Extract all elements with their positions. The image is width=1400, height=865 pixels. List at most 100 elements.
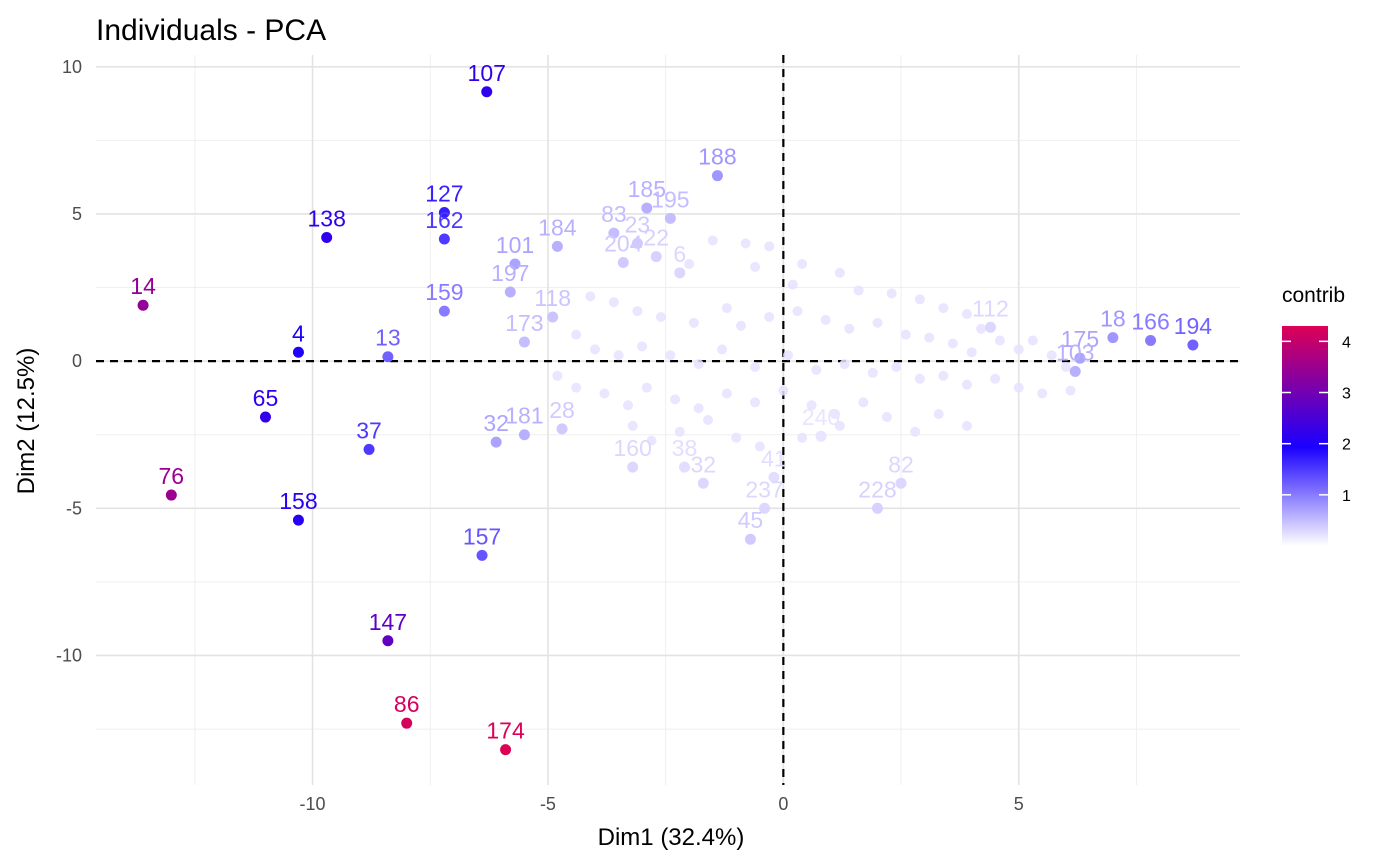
faint-point: [585, 291, 596, 302]
faint-point: [1046, 350, 1057, 361]
x-axis-ticks: -10 -5 0 5: [300, 794, 1024, 814]
point-label: 194: [1174, 313, 1213, 339]
faint-point: [693, 359, 704, 370]
data-point: [438, 206, 450, 218]
faint-point: [703, 415, 714, 425]
x-tick-label: -10: [300, 794, 326, 814]
point-label: 174: [486, 718, 525, 744]
point-label: 204: [604, 231, 643, 257]
point-label: 118: [534, 285, 571, 311]
faint-point: [910, 426, 921, 437]
y-tick-label: 0: [72, 351, 82, 371]
faint-point: [872, 317, 883, 328]
point-label: 86: [394, 691, 420, 717]
data-point: [617, 257, 629, 269]
point-label: 37: [356, 417, 382, 443]
data-point: [321, 232, 333, 243]
contrib-legend: contrib 1 2 3 4: [1282, 284, 1351, 546]
faint-point: [1013, 344, 1024, 355]
point-label: 65: [253, 385, 279, 411]
faint-point: [693, 403, 704, 414]
faint-point: [924, 332, 935, 343]
faint-point: [947, 338, 958, 349]
faint-point: [994, 335, 1005, 346]
data-point: [871, 502, 883, 514]
data-point: [292, 514, 304, 526]
faint-point: [830, 409, 841, 420]
faint-point: [834, 420, 845, 431]
point-label: 32: [691, 451, 717, 477]
faint-point: [938, 303, 949, 314]
point-label: 185: [628, 176, 666, 202]
faint-point: [797, 258, 808, 269]
faint-point: [900, 329, 911, 340]
data-point: [815, 430, 827, 442]
point-label: 45: [738, 507, 764, 533]
faint-point: [858, 397, 869, 408]
faint-point: [707, 235, 718, 246]
faint-point: [735, 320, 746, 331]
point-label: 23: [625, 211, 651, 237]
faint-point: [613, 350, 624, 361]
data-point: [631, 237, 643, 249]
data-point: [438, 305, 450, 317]
faint-point: [721, 388, 732, 399]
faint-point: [627, 420, 638, 431]
data-point: [382, 635, 394, 647]
data-point: [556, 423, 568, 435]
data-point: [768, 471, 780, 483]
chart-title: Individuals - PCA: [96, 14, 326, 47]
data-point: [650, 251, 662, 263]
point-label: 181: [505, 403, 543, 429]
faint-point: [990, 373, 1001, 384]
faint-point: [881, 412, 892, 423]
point-label: 4: [292, 320, 305, 346]
point-label: 28: [549, 397, 575, 423]
faint-point: [961, 379, 972, 390]
faint-point: [806, 400, 817, 411]
data-point: [1107, 332, 1119, 344]
data-point: [627, 461, 639, 473]
faint-point: [731, 432, 742, 443]
data-point: [165, 489, 177, 501]
point-label: 32: [483, 410, 509, 436]
faint-point: [608, 297, 619, 308]
faint-point: [778, 385, 789, 396]
faint-point: [792, 306, 803, 317]
point-label: 13: [375, 325, 401, 351]
data-point: [504, 286, 516, 298]
data-point: [292, 346, 304, 358]
data-point: [438, 233, 450, 245]
point-label: 82: [888, 451, 914, 477]
data-point: [481, 86, 493, 98]
data-point: [641, 202, 653, 214]
faint-point: [754, 441, 765, 452]
point-label: 101: [496, 232, 534, 258]
data-point: [674, 267, 686, 279]
faint-point: [787, 279, 798, 290]
labeled-points: [137, 86, 1199, 756]
data-point: [518, 336, 530, 348]
point-label: 175: [1061, 326, 1099, 352]
faint-point: [834, 267, 845, 278]
faint-point: [571, 329, 582, 340]
data-point: [509, 258, 521, 270]
faint-point: [665, 350, 676, 361]
data-point: [363, 443, 375, 455]
point-label: 228: [858, 476, 896, 502]
point-label: 103: [1056, 339, 1094, 365]
point-label: 147: [369, 609, 407, 635]
y-tick-label: 10: [62, 57, 82, 77]
point-label: 195: [651, 186, 689, 212]
point-label: 197: [491, 260, 529, 286]
y-tick-label: -10: [56, 645, 82, 665]
point-label: 237: [745, 476, 783, 502]
point-label: 157: [463, 523, 501, 549]
faint-point: [961, 420, 972, 431]
data-point: [678, 461, 690, 473]
faint-point: [721, 303, 732, 314]
faint-point: [637, 341, 648, 352]
faint-point: [632, 306, 643, 317]
point-label: 240: [802, 404, 840, 430]
